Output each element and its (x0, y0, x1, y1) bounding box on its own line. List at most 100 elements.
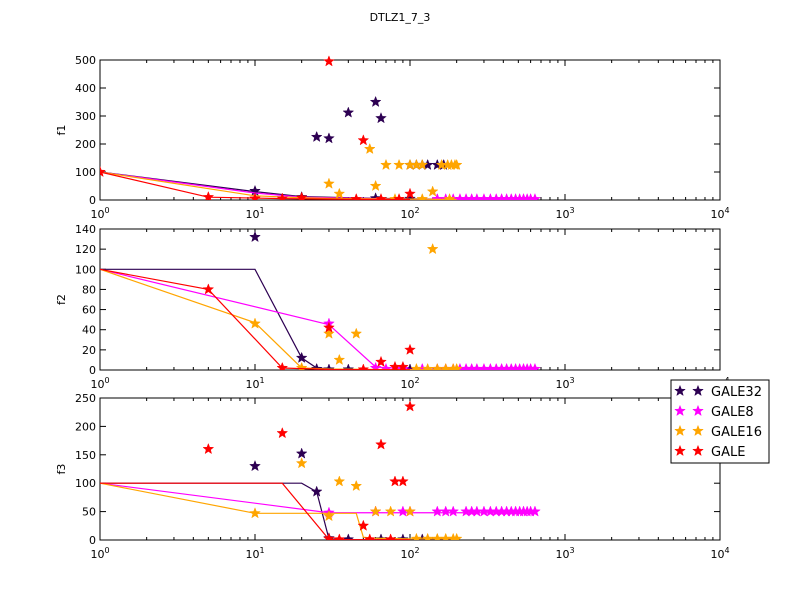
data-point-gale (350, 192, 363, 200)
data-point-gale16 (295, 457, 308, 469)
x-tick-label: 102 (400, 546, 419, 561)
y-tick-label: 40 (82, 324, 96, 337)
data-point-gale16 (416, 192, 429, 200)
data-point-gale16 (426, 242, 439, 255)
y-tick-label: 100 (75, 263, 96, 276)
x-tick-label: 100 (90, 376, 109, 391)
data-point-gale32 (310, 130, 323, 143)
y-axis-label: f1 (55, 125, 68, 136)
data-point-gale32 (369, 95, 382, 108)
data-point-gale32 (342, 533, 355, 540)
data-point-gale16 (410, 532, 423, 540)
data-point-gale16 (404, 505, 416, 517)
data-point-gale (375, 192, 387, 200)
data-point-gale8 (447, 505, 460, 517)
y-tick-label: 300 (75, 110, 96, 123)
data-point-gale16 (333, 187, 346, 199)
data-point-gale (357, 519, 370, 531)
data-point-gale (357, 134, 370, 146)
data-point-gale32 (404, 192, 416, 200)
data-point-gale16 (323, 177, 335, 189)
data-point-gale16 (380, 158, 392, 171)
y-tick-label: 400 (75, 82, 96, 95)
data-point-gale (323, 55, 335, 67)
y-tick-label: 120 (75, 243, 96, 256)
data-point-gale (375, 438, 387, 450)
data-point-gale16 (416, 158, 429, 171)
y-tick-label: 140 (75, 223, 96, 236)
data-point-gale16 (450, 532, 463, 540)
data-point-gale (363, 533, 376, 540)
data-point-gale8 (529, 362, 541, 370)
data-point-gale32 (342, 363, 355, 370)
data-point-gale (295, 191, 308, 200)
data-point-gale (375, 355, 387, 367)
data-point-gale (323, 532, 335, 540)
data-point-gale (397, 360, 409, 370)
data-point-gale32 (249, 459, 261, 472)
legend: GALE32 GALE8 GALE16 GALE (670, 379, 770, 464)
y-tick-label: 150 (75, 449, 96, 462)
y-tick-label: 50 (82, 506, 96, 519)
data-point-gale16 (384, 505, 397, 517)
series-line-gale32 (100, 268, 457, 370)
data-point-gale16 (443, 192, 456, 200)
legend-label: GALE32 (711, 385, 762, 400)
data-point-gale (389, 475, 401, 487)
x-tick-label: 100 (90, 546, 109, 561)
data-point-gale16 (450, 362, 463, 370)
series-line-gale16 (100, 268, 457, 370)
data-point-gale16 (421, 362, 434, 370)
y-tick-label: 60 (82, 304, 96, 317)
data-point-gale32 (310, 485, 323, 497)
data-point-gale8 (529, 192, 541, 200)
y-tick-label: 0 (89, 534, 96, 547)
data-point-gale (384, 533, 397, 540)
data-point-gale16 (363, 142, 376, 155)
y-tick-label: 0 (89, 194, 96, 207)
legend-marker (692, 384, 704, 397)
data-point-gale16 (323, 509, 335, 522)
data-point-gale32 (375, 112, 387, 124)
data-point-gale16 (369, 179, 382, 192)
legend-marker (674, 424, 686, 437)
y-tick-label: 0 (89, 364, 96, 377)
data-point-gale16 (421, 532, 434, 540)
data-point-gale32 (323, 132, 335, 144)
data-point-gale (404, 343, 416, 355)
y-tick-label: 100 (75, 477, 96, 490)
data-point-gale32 (249, 230, 261, 243)
data-point-gale16 (369, 505, 382, 517)
data-point-gale (276, 361, 289, 370)
x-tick-label: 101 (245, 206, 264, 221)
legend-label: GALE16 (711, 425, 762, 440)
data-point-gale8 (431, 505, 444, 517)
data-point-gale16 (333, 475, 346, 487)
legend-marker (692, 424, 704, 437)
y-tick-label: 200 (75, 138, 96, 151)
data-point-gale8 (369, 361, 382, 370)
data-point-gale16 (426, 185, 439, 197)
data-point-gale32 (295, 447, 308, 459)
legend-marker (674, 444, 686, 457)
data-point-gale (100, 165, 106, 178)
x-tick-label: 103 (555, 376, 574, 391)
y-tick-label: 80 (82, 283, 96, 296)
data-point-gale (393, 192, 405, 200)
data-point-gale16 (410, 362, 423, 370)
legend-box (670, 379, 770, 464)
legend-marker (692, 404, 704, 417)
x-tick-label: 100 (90, 206, 109, 221)
subplot-f2: 100101102103104020406080100120140f2 (55, 223, 730, 391)
data-point-gale (323, 321, 335, 333)
y-tick-label: 200 (75, 420, 96, 433)
data-point-gale (249, 192, 261, 200)
x-tick-label: 103 (555, 546, 574, 561)
data-point-gale32 (295, 351, 308, 363)
legend-marker (674, 384, 686, 397)
y-tick-label: 250 (75, 392, 96, 405)
data-point-gale16 (350, 327, 363, 339)
x-tick-label: 101 (245, 376, 264, 391)
